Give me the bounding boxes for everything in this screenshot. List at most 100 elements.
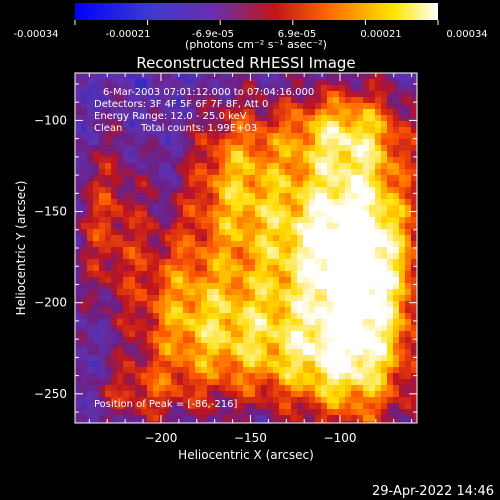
heatmap-cell — [129, 259, 136, 266]
heatmap-cell — [363, 157, 370, 164]
heatmap-cell — [111, 199, 118, 206]
heatmap-cell — [285, 301, 292, 308]
heatmap-cell — [405, 253, 412, 260]
heatmap-cell — [249, 361, 256, 368]
heatmap-cell — [177, 145, 184, 152]
heatmap-cell — [315, 271, 322, 278]
heatmap-cell — [213, 235, 220, 242]
heatmap-cell — [285, 409, 292, 416]
heatmap-cell — [339, 145, 346, 152]
heatmap-cell — [135, 229, 142, 236]
heatmap-cell — [231, 307, 238, 314]
heatmap-cell — [291, 355, 298, 362]
heatmap-cell — [405, 421, 412, 423]
heatmap-cell — [279, 109, 286, 116]
heatmap-cell — [249, 349, 256, 356]
heatmap-cell — [99, 259, 106, 266]
heatmap-cell — [393, 115, 400, 122]
heatmap-cell — [363, 109, 370, 116]
heatmap-cell — [399, 331, 406, 338]
heatmap-cell — [207, 349, 214, 356]
heatmap-cell — [357, 295, 364, 302]
heatmap-cell — [147, 157, 154, 164]
heatmap-cell — [231, 187, 238, 194]
heatmap-cell — [315, 391, 322, 398]
heatmap-cell — [381, 217, 388, 224]
heatmap-cell — [255, 271, 262, 278]
heatmap-cell — [243, 175, 250, 182]
heatmap-cell — [231, 91, 238, 98]
heatmap-cell — [351, 283, 358, 290]
heatmap-cell — [201, 97, 208, 104]
heatmap-cell — [267, 199, 274, 206]
heatmap-cell — [105, 127, 112, 134]
heatmap-cell — [99, 337, 106, 344]
heatmap-cell — [171, 277, 178, 284]
heatmap-cell — [273, 343, 280, 350]
heatmap-cell — [405, 355, 412, 362]
heatmap-cell — [135, 121, 142, 128]
heatmap-cell — [165, 253, 172, 260]
heatmap-cell — [105, 121, 112, 128]
heatmap-cell — [207, 403, 214, 410]
heatmap-cell — [351, 85, 358, 92]
heatmap-cell — [249, 379, 256, 386]
colorbar-tick-label: 0.00021 — [360, 29, 401, 40]
heatmap-cell — [117, 409, 124, 416]
heatmap-cell — [345, 175, 352, 182]
heatmap-cell — [381, 319, 388, 326]
heatmap-cell — [87, 259, 94, 266]
heatmap-cell — [201, 415, 208, 422]
heatmap-cell — [129, 379, 136, 386]
heatmap-cell — [297, 421, 304, 423]
heatmap-cell — [321, 313, 328, 320]
heatmap-cell — [93, 361, 100, 368]
heatmap-cell — [315, 121, 322, 128]
heatmap-cell — [153, 73, 160, 80]
heatmap-cell — [117, 373, 124, 380]
heatmap-cell — [201, 271, 208, 278]
heatmap-cell — [141, 373, 148, 380]
heatmap-cell — [135, 151, 142, 158]
heatmap-cell — [105, 331, 112, 338]
heatmap-cell — [195, 73, 202, 80]
heatmap-cell — [345, 229, 352, 236]
heatmap-cell — [159, 133, 166, 140]
heatmap-cell — [351, 241, 358, 248]
heatmap-cell — [327, 325, 334, 332]
heatmap-cell — [387, 181, 394, 188]
heatmap-cell — [255, 391, 262, 398]
heatmap-cell — [273, 415, 280, 422]
heatmap-cell — [171, 193, 178, 200]
heatmap-cell — [93, 169, 100, 176]
heatmap-cell — [273, 373, 280, 380]
heatmap-cell — [321, 283, 328, 290]
heatmap-cell — [321, 223, 328, 230]
heatmap-cell — [81, 145, 88, 152]
heatmap-cell — [351, 373, 358, 380]
heatmap-cell — [285, 163, 292, 170]
heatmap-cell — [105, 157, 112, 164]
heatmap-cell — [189, 283, 196, 290]
heatmap-cell — [381, 385, 388, 392]
heatmap-cell — [303, 199, 310, 206]
heatmap-cell — [273, 235, 280, 242]
heatmap-cell — [321, 391, 328, 398]
heatmap-cell — [135, 313, 142, 320]
heatmap-cell — [309, 97, 316, 104]
heatmap-cell — [225, 289, 232, 296]
heatmap-cell — [333, 91, 340, 98]
heatmap-cell — [183, 403, 190, 410]
heatmap-cell — [273, 331, 280, 338]
heatmap-cell — [237, 199, 244, 206]
heatmap-cell — [297, 175, 304, 182]
heatmap-cell — [207, 199, 214, 206]
heatmap-cell — [243, 115, 250, 122]
heatmap-cell — [255, 181, 262, 188]
heatmap-cell — [93, 301, 100, 308]
heatmap-cell — [405, 403, 412, 410]
heatmap-cell — [351, 127, 358, 134]
heatmap-cell — [87, 187, 94, 194]
heatmap-cell — [123, 73, 130, 80]
heatmap-cell — [249, 415, 256, 422]
